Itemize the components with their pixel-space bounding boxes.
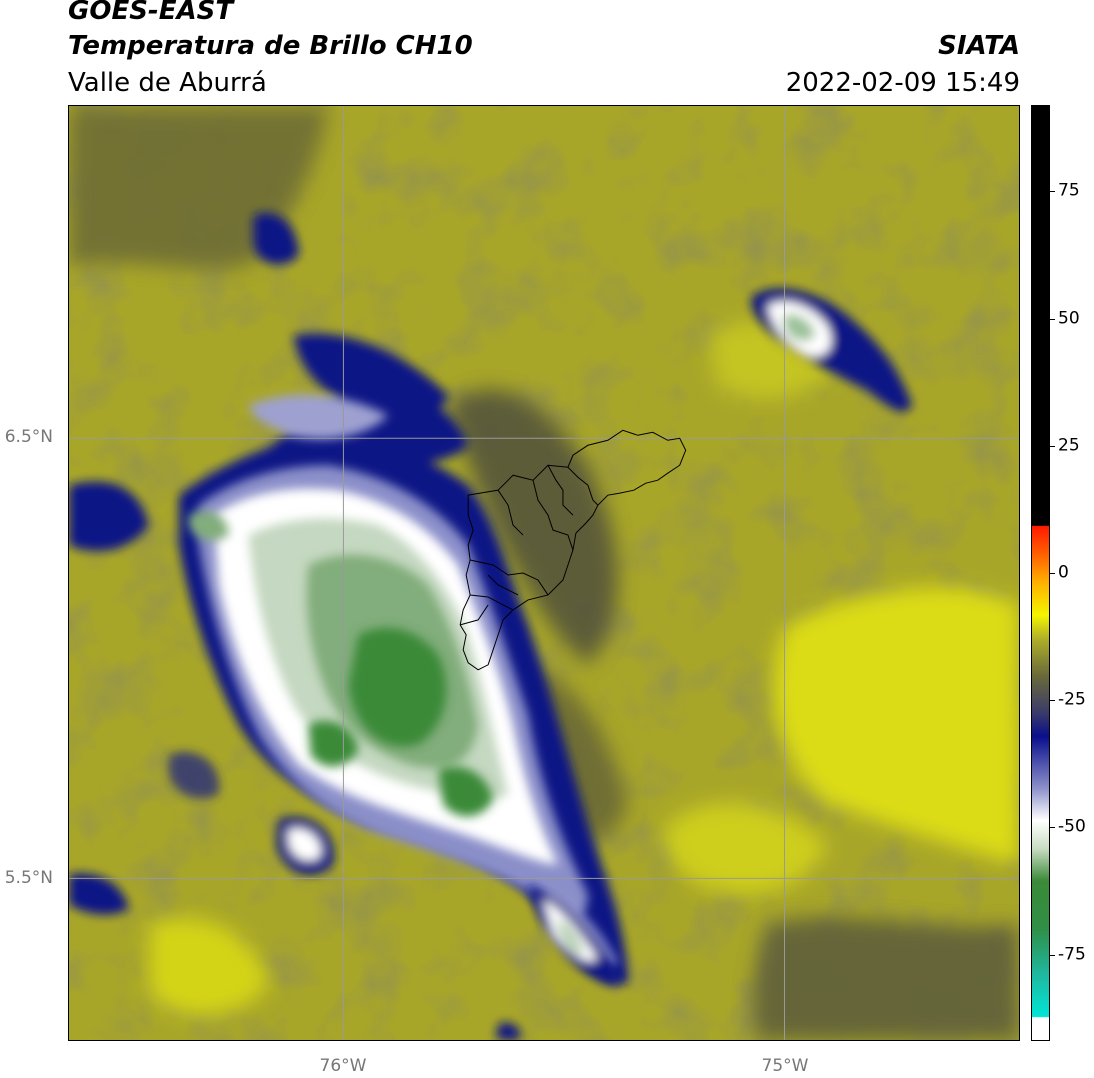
datetime-label: 2022-02-09 15:49: [785, 68, 1020, 98]
agency-label: SIATA: [938, 31, 1020, 61]
municipal-boundaries: [459, 429, 687, 671]
colorbar-tick-label: -75: [1058, 944, 1086, 965]
colorbar-tick-label: 25: [1058, 435, 1080, 456]
lat-label-5.5: 5.5°N: [4, 868, 53, 888]
colorbar-tick-label: -50: [1058, 816, 1086, 837]
lon-label-75w: 75°W: [761, 1056, 809, 1076]
colorbar-tick-mark: [1050, 955, 1055, 956]
colorbar-tick-label: -25: [1058, 689, 1086, 710]
colorbar-tick-label: 50: [1058, 308, 1080, 329]
colorbar-tick-label: 0: [1058, 562, 1069, 583]
lat-label-6.5: 6.5°N: [4, 427, 53, 447]
colorbar-tick-label: 75: [1058, 180, 1080, 201]
warm-yellow-areas: [148, 321, 1019, 1016]
lon-label-76w: 76°W: [319, 1056, 367, 1076]
northeast-cell: [751, 288, 913, 412]
satellite-title: GOES-EAST: [68, 0, 234, 26]
graticule: [69, 106, 1019, 1040]
region-subtitle: Valle de Aburrá: [68, 68, 267, 98]
colorbar-tick-mark: [1050, 191, 1055, 192]
colorbar-gradient: [1032, 106, 1049, 1040]
colorbar-tick-mark: [1050, 446, 1055, 447]
colorbar-tick-mark: [1050, 827, 1055, 828]
colorbar-tick-mark: [1050, 700, 1055, 701]
brightness-temperature-field: [69, 106, 1019, 1040]
satellite-map[interactable]: [68, 105, 1020, 1041]
deep-green-cores: [308, 627, 494, 817]
southern-cells: [69, 752, 620, 1040]
colorbar: [1031, 105, 1050, 1041]
product-title: Temperatura de Brillo CH10: [68, 31, 473, 61]
colorbar-tick-mark: [1050, 573, 1055, 574]
colorbar-tick-mark: [1050, 319, 1055, 320]
